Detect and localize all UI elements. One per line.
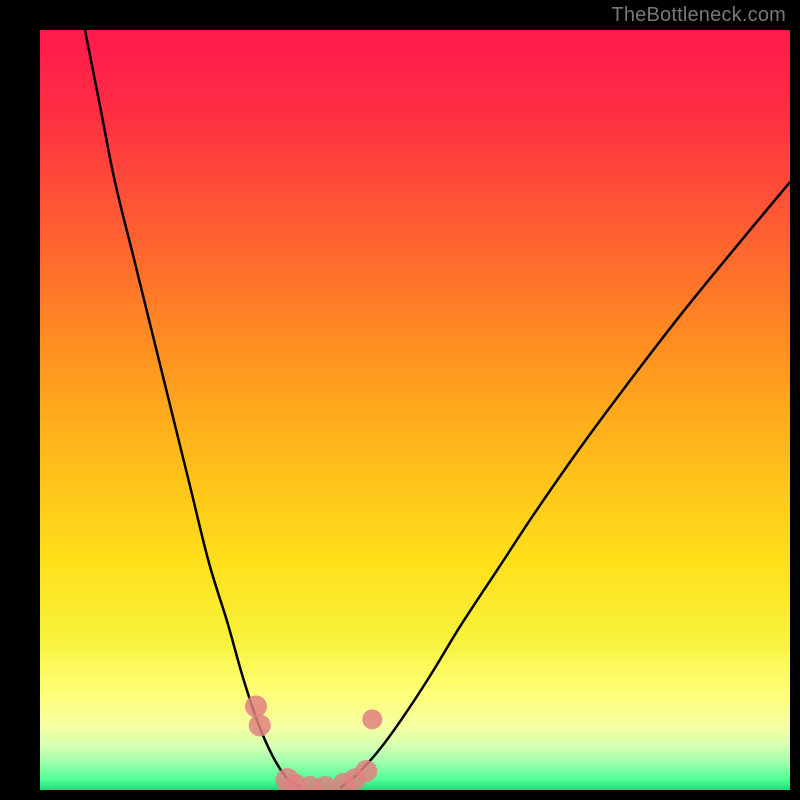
watermark-text: TheBottleneck.com: [611, 4, 786, 27]
marker-point: [245, 695, 267, 717]
marker-point: [362, 709, 382, 729]
gradient-background: [40, 30, 790, 790]
marker-point: [249, 714, 271, 736]
chart-canvas: TheBottleneck.com: [0, 0, 800, 800]
plot-area: [40, 30, 790, 790]
marker-point: [355, 760, 377, 782]
plot-svg: [40, 30, 790, 790]
